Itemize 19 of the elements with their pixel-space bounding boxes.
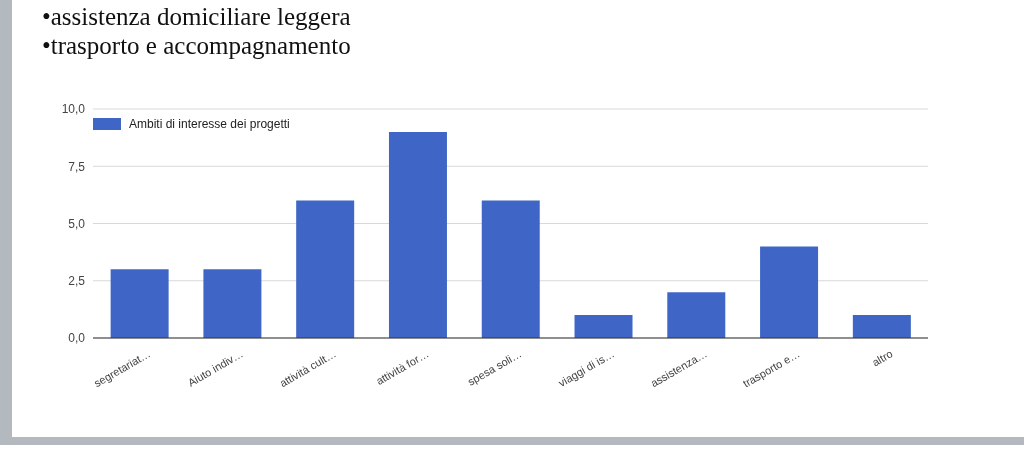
bar [481, 200, 540, 338]
text: •assistenza domiciliare leggera [42, 2, 351, 31]
y-tick-label: 10,0 [61, 102, 86, 117]
text: •trasporto e accompagnamento [42, 31, 351, 60]
bar [574, 315, 633, 338]
bar [388, 131, 447, 338]
bar [852, 315, 911, 338]
y-tick-label: 2,5 [68, 274, 86, 289]
y-tick-label: 5,0 [68, 216, 86, 231]
y-tick-label: 0,0 [68, 331, 86, 346]
y-tick-label: 7,5 [68, 159, 86, 174]
bar [667, 292, 726, 338]
bar [760, 246, 819, 338]
x-tick-label: Aiuto indiv… [185, 347, 246, 389]
bar [203, 269, 262, 338]
legend-label: Ambiti di interesse dei progetti [129, 117, 290, 131]
bar [296, 200, 355, 338]
x-tick-label: altro [870, 347, 895, 369]
bar [110, 269, 169, 338]
